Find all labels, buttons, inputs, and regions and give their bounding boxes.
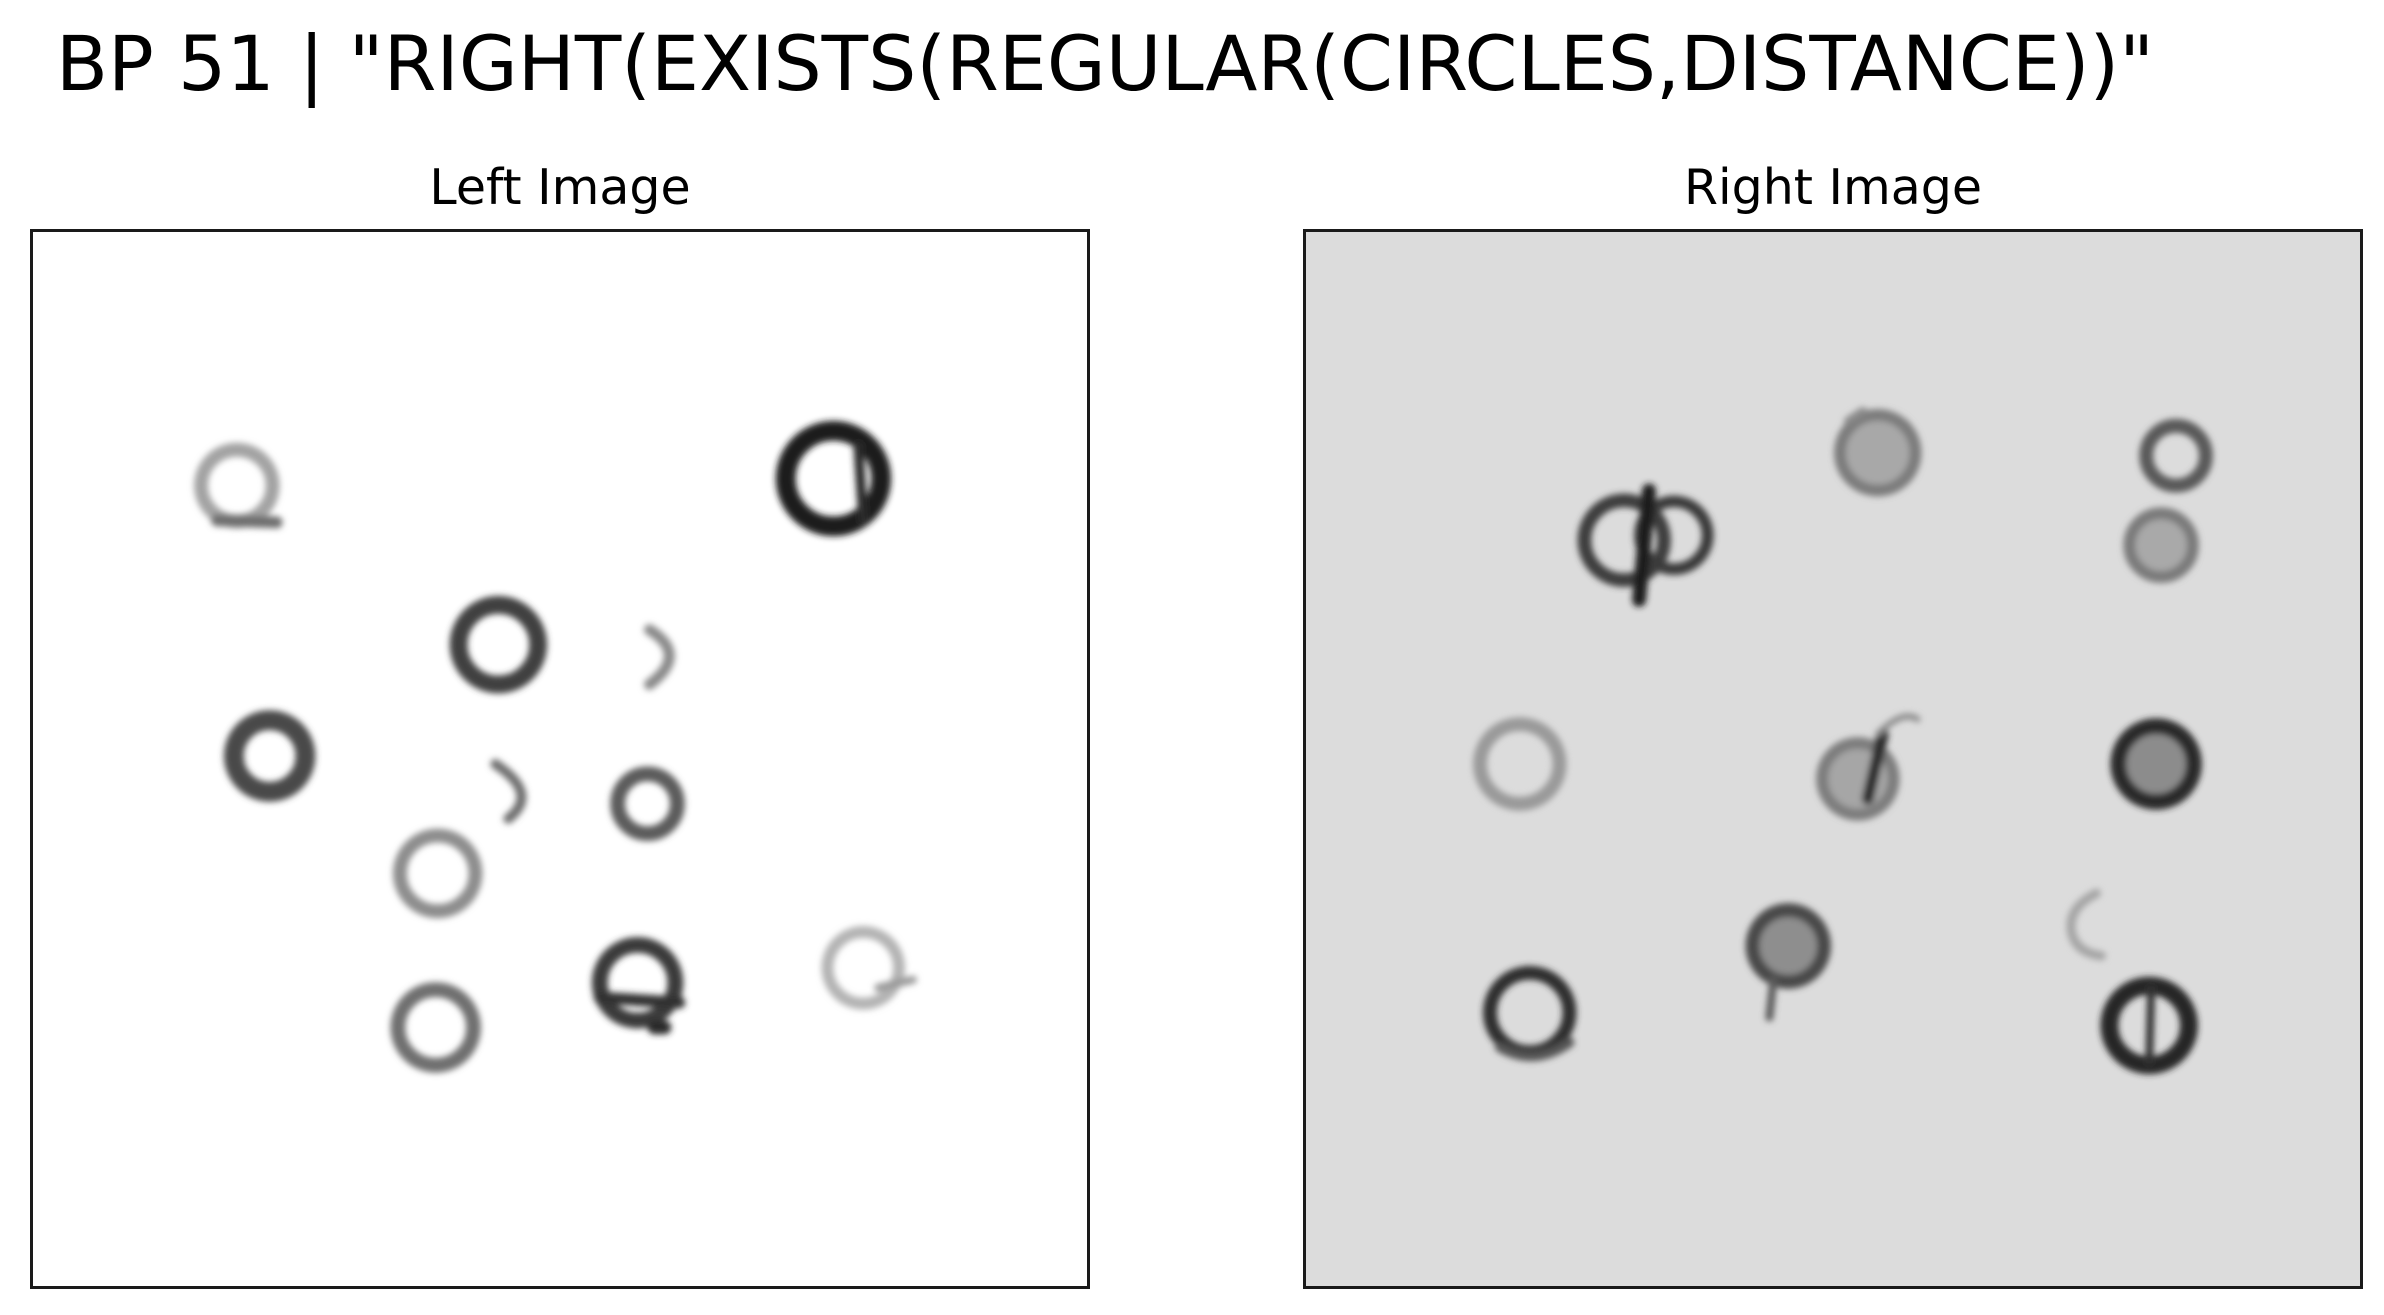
circle-shape — [223, 710, 316, 802]
circle-shape — [821, 926, 917, 1010]
circle-shape — [1473, 717, 1567, 811]
circle-shape — [1745, 903, 1832, 1022]
right-image-panel — [1303, 229, 2363, 1289]
arc-shape — [2066, 888, 2106, 961]
arc-shape — [490, 759, 527, 824]
circle-shape — [1577, 483, 1714, 607]
arc-shape — [644, 624, 675, 690]
circle-shape — [449, 595, 548, 694]
left-image — [194, 420, 917, 1073]
left-panel-title: Left Image — [429, 159, 691, 216]
figure-title: BP 51 | "RIGHT(EXISTS(REGULAR(CIRCLES,DI… — [55, 19, 2155, 108]
right-image — [1473, 407, 2213, 1075]
circle-shape — [1816, 713, 1921, 821]
circle-shape — [2123, 418, 2213, 584]
circle-shape — [775, 420, 892, 537]
circle-shape — [2110, 718, 2202, 810]
right-panel-title: Right Image — [1683, 159, 1983, 216]
circle-shape — [392, 828, 483, 919]
circle-shape — [591, 936, 686, 1035]
circle-shape — [1833, 407, 1922, 497]
circle-shape — [1482, 965, 1577, 1062]
circle-shape — [390, 982, 481, 1073]
left-image-panel — [30, 229, 1090, 1289]
circle-shape — [194, 442, 283, 529]
circle-shape — [610, 766, 685, 842]
circle-shape — [2100, 976, 2198, 1075]
